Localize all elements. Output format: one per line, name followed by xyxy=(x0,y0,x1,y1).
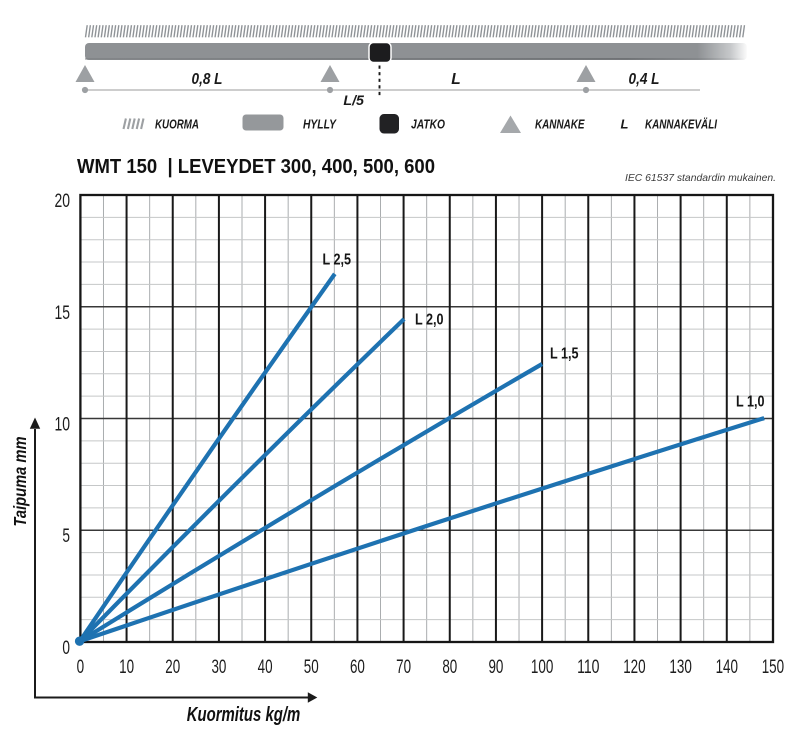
svg-text:Taipuma mm: Taipuma mm xyxy=(10,437,30,527)
svg-text:50: 50 xyxy=(304,657,319,678)
svg-text:150: 150 xyxy=(762,657,784,678)
svg-text:0,4 L: 0,4 L xyxy=(629,71,660,88)
svg-text:0,8 L: 0,8 L xyxy=(192,71,223,88)
svg-text:15: 15 xyxy=(55,303,71,324)
svg-text:5: 5 xyxy=(62,526,70,547)
svg-text:L: L xyxy=(621,117,629,132)
svg-text:JATKO: JATKO xyxy=(411,117,445,132)
svg-text:IEC 61537 standardin mukainen.: IEC 61537 standardin mukainen. xyxy=(625,172,776,184)
svg-text:90: 90 xyxy=(488,657,503,678)
svg-text:40: 40 xyxy=(258,657,273,678)
svg-text:KANNAKEVÄLI: KANNAKEVÄLI xyxy=(645,117,717,132)
svg-text:WMT 150 | LEVEYDET 300, 400,: WMT 150 | LEVEYDET 300, 400, 500, 600 xyxy=(77,156,435,178)
svg-text:20: 20 xyxy=(55,191,71,212)
svg-text:20: 20 xyxy=(165,657,180,678)
svg-text:100: 100 xyxy=(531,657,553,678)
svg-text:60: 60 xyxy=(350,657,365,678)
svg-text:KUORMA: KUORMA xyxy=(155,117,199,132)
svg-text:110: 110 xyxy=(577,657,599,678)
svg-text:L: L xyxy=(451,71,460,88)
svg-text:0: 0 xyxy=(62,638,70,659)
svg-text:L/5: L/5 xyxy=(343,92,364,108)
svg-text:KANNAKE: KANNAKE xyxy=(535,117,585,132)
svg-text:HYLLY: HYLLY xyxy=(303,117,337,132)
svg-text:L 2,0: L 2,0 xyxy=(415,312,444,329)
svg-text:L 2,5: L 2,5 xyxy=(323,252,352,269)
svg-text:L 1,5: L 1,5 xyxy=(550,346,579,363)
svg-text:70: 70 xyxy=(396,657,411,678)
svg-text:140: 140 xyxy=(716,657,738,678)
svg-text:0: 0 xyxy=(77,657,85,678)
svg-text:30: 30 xyxy=(211,657,226,678)
svg-text:Kuormitus kg/m: Kuormitus kg/m xyxy=(187,704,301,726)
svg-text:10: 10 xyxy=(55,415,71,436)
svg-text:L 1,0: L 1,0 xyxy=(736,394,765,411)
svg-text:130: 130 xyxy=(669,657,691,678)
svg-text:80: 80 xyxy=(442,657,457,678)
svg-text:10: 10 xyxy=(119,657,134,678)
svg-text:120: 120 xyxy=(623,657,645,678)
